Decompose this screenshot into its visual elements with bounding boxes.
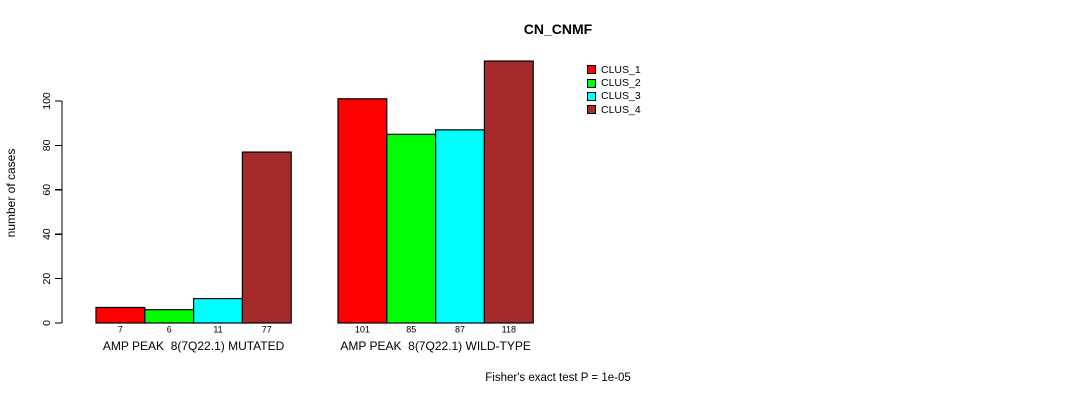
bar: [337, 98, 388, 324]
chart-title: CN_CNMF: [523, 21, 593, 37]
stat-test-annotation: Fisher's exact test P = 1e-05: [485, 372, 631, 384]
legend-swatch: [587, 91, 596, 101]
x-axis-group-label: AMP PEAK 8(7Q22.1) WILD-TYPE: [340, 339, 531, 353]
bar: [193, 297, 244, 324]
y-tick-label: 40: [41, 228, 53, 240]
legend-swatch: [587, 78, 596, 88]
y-tick-label: 20: [41, 273, 53, 285]
legend-item: CLUS_4: [587, 103, 641, 116]
bar: [435, 129, 486, 324]
bar: [483, 60, 534, 324]
y-tick-label: 80: [41, 139, 53, 151]
y-tick-label: 0: [41, 320, 53, 326]
bar: [95, 306, 146, 324]
legend-label: CLUS_3: [601, 90, 641, 103]
bar: [386, 133, 437, 324]
bar-value-label: 118: [502, 325, 516, 335]
y-tick-label: 60: [41, 184, 53, 196]
legend-label: CLUS_2: [601, 77, 641, 90]
legend-item: CLUS_3: [587, 90, 641, 103]
bar-value-label: 7: [118, 325, 123, 335]
x-axis-group-label: AMP PEAK 8(7Q22.1) MUTATED: [102, 339, 285, 353]
bar-value-label: 85: [406, 325, 416, 335]
legend-swatch: [587, 65, 596, 75]
legend-swatch: [587, 105, 596, 115]
y-tick-label: 100: [41, 92, 53, 110]
bar-value-label: 87: [455, 325, 465, 335]
legend-label: CLUS_4: [601, 103, 641, 116]
legend-label: CLUS_1: [601, 63, 641, 76]
bar-value-label: 11: [213, 325, 222, 335]
legend-item: CLUS_1: [587, 63, 641, 76]
legend: CLUS_1 CLUS_2 CLUS_3 CLUS_4: [587, 63, 641, 117]
legend-item: CLUS_2: [587, 76, 641, 89]
bar-value-label: 6: [167, 325, 172, 335]
bar: [241, 151, 292, 324]
bar-value-label: 77: [262, 325, 272, 335]
bar: [144, 309, 195, 324]
bar-value-label: 101: [355, 325, 370, 335]
